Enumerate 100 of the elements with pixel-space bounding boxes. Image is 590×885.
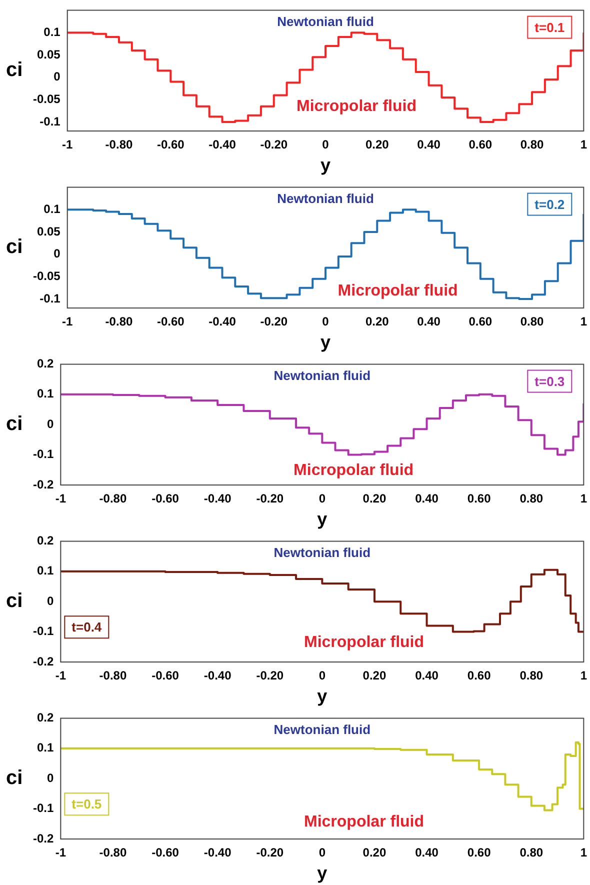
y-axis-title: ci xyxy=(6,767,23,790)
series-label: t=0.2 xyxy=(534,196,565,212)
x-tick-label: -0.80 xyxy=(99,846,127,860)
y-tick-label: 0.1 xyxy=(36,386,54,401)
x-axis-title: y xyxy=(317,509,328,530)
x-tick-label: -0.40 xyxy=(208,138,236,152)
y-tick-label: -0.05 xyxy=(32,268,61,283)
x-tick-label: 0.20 xyxy=(362,846,386,860)
x-tick-label: -1 xyxy=(62,138,74,152)
x-tick-label: -0.60 xyxy=(156,314,185,329)
y-tick-label: -0.2 xyxy=(32,831,54,846)
text: t=0.5 xyxy=(72,796,102,812)
y-tick-label: 0.05 xyxy=(36,224,61,238)
y-tick-label: 0.2 xyxy=(36,710,54,725)
y-tick-label: -0.1 xyxy=(40,291,61,306)
x-tick-label: 0.60 xyxy=(467,846,492,860)
x-tick-label: -0.20 xyxy=(256,492,284,506)
x-tick-label: 0.20 xyxy=(362,668,386,683)
x-tick-label: -1 xyxy=(55,492,66,506)
x-tick-label: 0.80 xyxy=(520,314,544,329)
y-axis-title: ci xyxy=(6,413,23,436)
annotation: Micropolar fluid xyxy=(304,634,424,652)
annotation: Micropolar fluid xyxy=(296,98,416,116)
x-tick-label: -0.40 xyxy=(204,846,232,860)
x-tick-label: -0.80 xyxy=(105,138,133,152)
x-tick-label: -0.20 xyxy=(256,668,284,683)
x-axis-title: y xyxy=(320,332,331,352)
x-tick-label: -0.80 xyxy=(99,492,127,506)
x-axis-title: y xyxy=(317,686,328,706)
x-tick-label: 0 xyxy=(318,668,326,683)
y-tick-label: -0.1 xyxy=(40,114,61,128)
series-label: t=0.3 xyxy=(534,374,565,389)
y-tick-label: 0.05 xyxy=(36,47,61,62)
series-label: t=0.1 xyxy=(534,20,565,35)
y-tick-label: 0.1 xyxy=(44,24,61,39)
x-tick-label: -0.80 xyxy=(105,314,133,329)
annotation: Micropolar fluid xyxy=(338,282,458,300)
x-tick-label: 0.20 xyxy=(365,314,390,329)
x-tick-label: 0.80 xyxy=(520,138,544,152)
x-tick-label: 0.60 xyxy=(468,138,492,152)
x-tick-label: 0.80 xyxy=(520,668,544,683)
x-tick-label: 0.60 xyxy=(467,668,492,683)
y-tick-label: -0.2 xyxy=(32,654,54,668)
annotation: Newtonian fluid xyxy=(277,190,374,206)
x-tick-label: -0.80 xyxy=(99,668,127,683)
x-tick-label: 1 xyxy=(580,668,588,683)
x-tick-label: 0.20 xyxy=(365,138,390,152)
annotation: Micropolar fluid xyxy=(304,813,424,830)
x-tick-label: 0.80 xyxy=(520,846,544,860)
x-tick-label: -0.60 xyxy=(152,846,180,860)
x-tick-label: 0.40 xyxy=(417,138,441,152)
x-tick-label: 0.60 xyxy=(467,492,492,506)
y-tick-label: 0 xyxy=(54,246,61,261)
text: t=0.4 xyxy=(72,620,102,635)
x-tick-label: 1 xyxy=(580,846,588,860)
annotation: Newtonian fluid xyxy=(274,544,371,560)
x-tick-label: -0.60 xyxy=(156,138,185,152)
y-tick-label: -0.2 xyxy=(32,477,54,492)
x-tick-label: -0.20 xyxy=(260,314,288,329)
x-tick-label: 0.80 xyxy=(520,492,544,506)
y-axis-title: ci xyxy=(6,590,23,612)
x-tick-label: -1 xyxy=(55,668,66,683)
x-tick-label: -0.40 xyxy=(204,492,232,506)
x-axis-title: y xyxy=(320,155,331,176)
y-axis-title: ci xyxy=(6,59,23,82)
x-tick-label: 0 xyxy=(322,138,330,152)
y-tick-label: -0.1 xyxy=(32,801,54,816)
x-tick-label: -0.20 xyxy=(256,846,284,860)
x-tick-label: 1 xyxy=(580,138,588,152)
x-tick-label: 0 xyxy=(318,492,326,506)
x-tick-label: -1 xyxy=(62,314,74,329)
x-tick-label: -0.40 xyxy=(208,314,236,329)
x-tick-label: 0 xyxy=(318,846,326,860)
x-tick-label: 0.40 xyxy=(415,492,439,506)
annotation: Micropolar fluid xyxy=(294,462,414,479)
x-tick-label: -0.60 xyxy=(152,668,180,683)
x-tick-label: 0.60 xyxy=(468,314,492,329)
y-tick-label: -0.1 xyxy=(32,447,54,462)
y-tick-label: -0.1 xyxy=(32,624,54,638)
x-tick-label: 0.40 xyxy=(415,846,439,860)
x-tick-label: 0 xyxy=(322,314,330,329)
y-tick-label: 0.2 xyxy=(36,356,54,371)
x-tick-label: 0.40 xyxy=(415,668,439,683)
x-axis-title: y xyxy=(317,863,328,884)
annotation: Newtonian fluid xyxy=(277,14,374,29)
y-tick-label: 0.1 xyxy=(44,202,61,216)
x-tick-label: 1 xyxy=(580,492,588,506)
annotation: Newtonian fluid xyxy=(274,368,371,383)
x-tick-label: 0.40 xyxy=(417,314,441,329)
y-tick-label: 0 xyxy=(46,416,54,431)
x-tick-label: 1 xyxy=(580,314,588,329)
y-tick-label: 0.1 xyxy=(36,740,54,755)
y-tick-label: 0 xyxy=(46,594,54,608)
y-tick-label: 0.2 xyxy=(36,534,54,548)
y-axis-title: ci xyxy=(6,236,23,258)
annotation: Newtonian fluid xyxy=(274,722,371,737)
x-tick-label: -0.60 xyxy=(152,492,180,506)
x-tick-label: -0.20 xyxy=(260,138,288,152)
x-tick-label: -0.40 xyxy=(204,668,232,683)
x-tick-label: 0.20 xyxy=(362,492,386,506)
